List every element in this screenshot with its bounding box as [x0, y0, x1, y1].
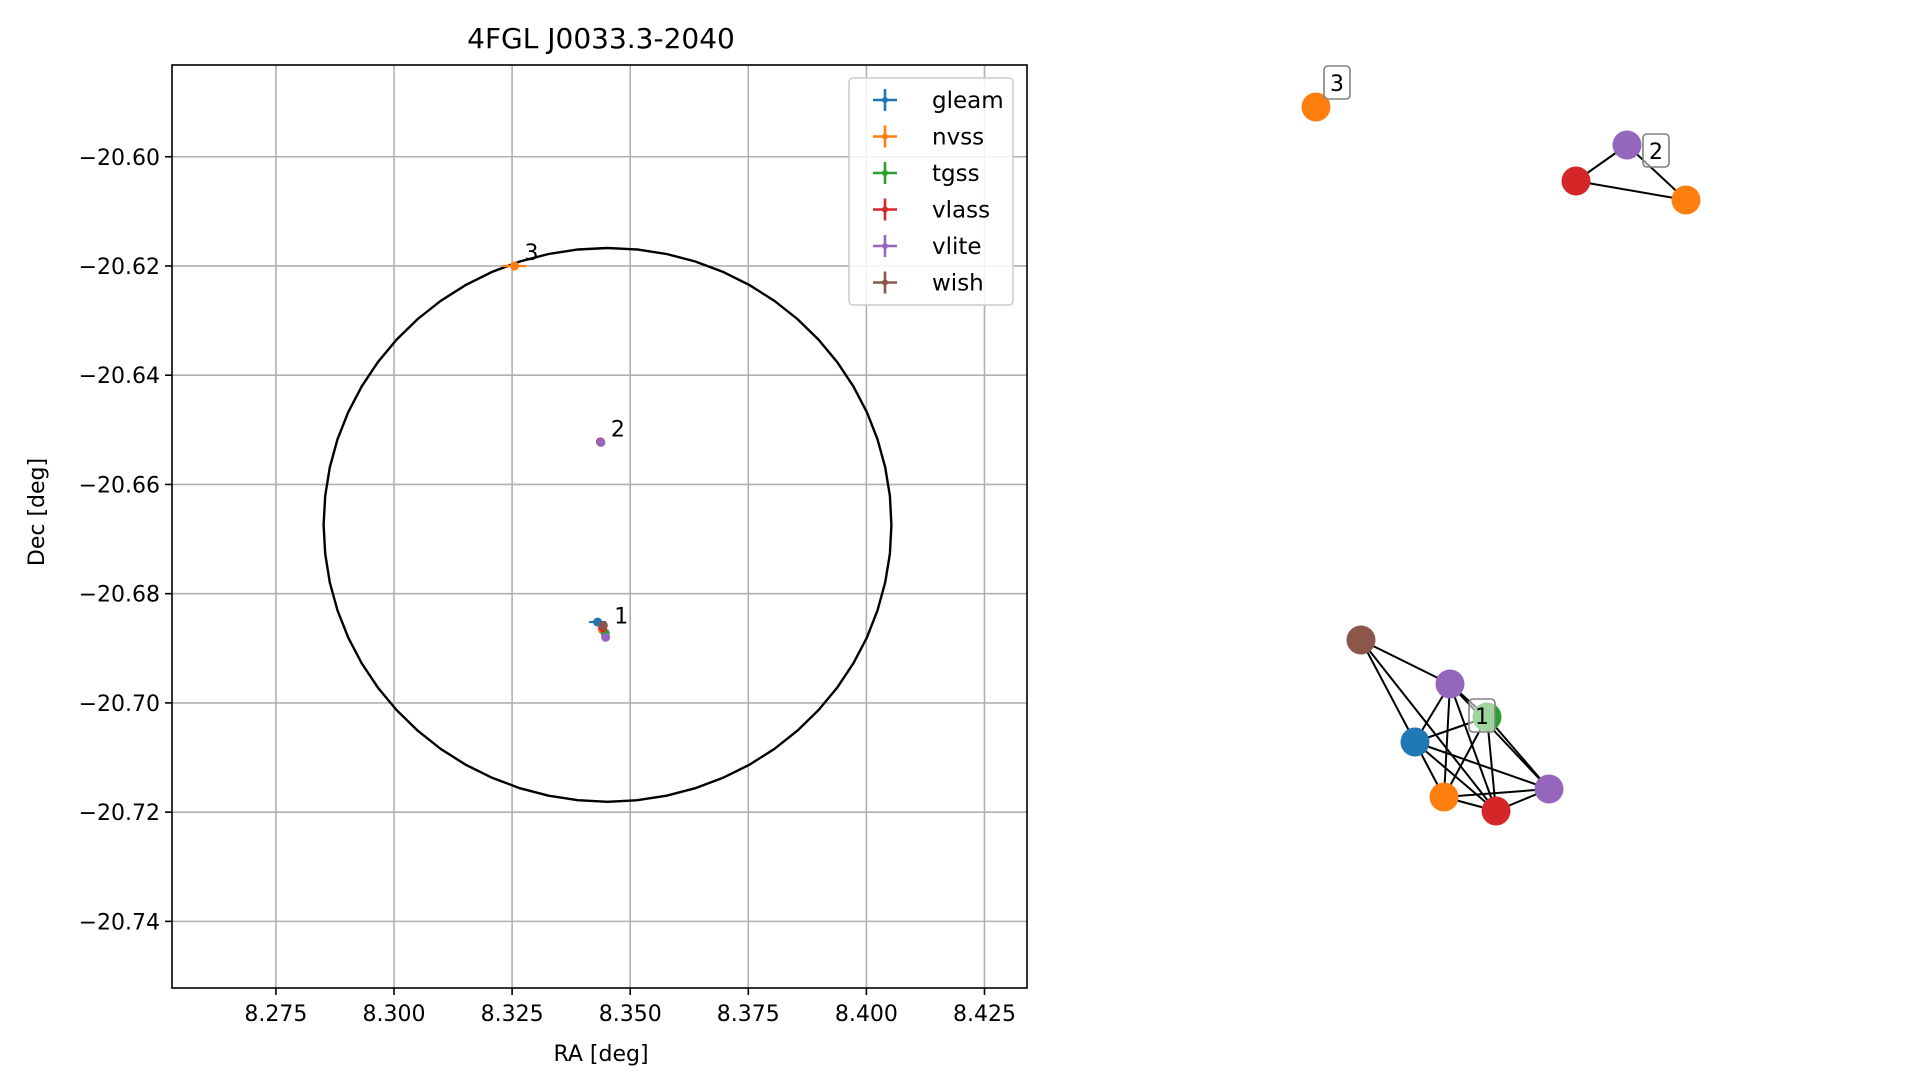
- network-node-nvss: [1429, 782, 1459, 812]
- error-ellipse-layer: [322, 246, 893, 804]
- annotation-1: 1: [614, 605, 628, 630]
- cluster-label: 1: [1475, 705, 1489, 730]
- x-axis-label: RA [deg]: [553, 1042, 648, 1067]
- x-tick-label: 8.275: [244, 1002, 307, 1027]
- point-vlite: [596, 437, 606, 447]
- cluster-label: 2: [1649, 140, 1663, 165]
- legend-marker-dot-vlass: [882, 206, 888, 213]
- y-tick-label: −20.68: [79, 583, 160, 608]
- y-tick-label: −20.70: [79, 692, 160, 717]
- network-edge: [1360, 639, 1451, 685]
- y-tick-label: −20.72: [79, 801, 160, 826]
- sky-position-chart: 321 8.275 8.300 8.325 8.350 8.375 8.400 8.425 …: [25, 22, 1028, 1067]
- network-node-nvss: [1301, 92, 1331, 122]
- error-ellipse: [322, 246, 893, 804]
- legend-marker-dot-gleam: [882, 97, 888, 103]
- x-axis-ticks: 8.275 8.300 8.325 8.350 8.375 8.400 8.425: [244, 988, 1016, 1027]
- y-tick-label: −20.62: [79, 255, 160, 280]
- point-vlite: [601, 632, 611, 642]
- grid-lines: [172, 65, 1027, 988]
- x-tick-label: 8.325: [481, 1002, 544, 1027]
- cluster-label: 3: [1330, 72, 1344, 97]
- point-annotations: 3 2 1: [524, 241, 628, 630]
- y-tick-label: −20.74: [79, 910, 160, 935]
- network-edge: [1443, 683, 1451, 798]
- y-axis-ticks: −20.60 −20.62 −20.64 −20.66 −20.68 −20.70 −20.…: [79, 146, 172, 935]
- chart-title: 4FGL J0033.3-2040: [467, 22, 735, 55]
- legend-marker-dot-tgss: [882, 170, 888, 176]
- legend-items: gleam nvss tgss vlass vlite wish: [873, 88, 1004, 297]
- cluster-label-box: [1468, 698, 1496, 733]
- y-axis-label: Dec [deg]: [25, 458, 50, 566]
- legend-label-vlite: vlite: [932, 234, 982, 260]
- x-tick-label: 8.350: [599, 1002, 662, 1027]
- data-points: [502, 261, 611, 642]
- network-node-vlite: [1435, 669, 1465, 699]
- y-tick-label: −20.64: [79, 364, 160, 389]
- y-tick-label: −20.60: [79, 146, 160, 171]
- point-nvss: [502, 261, 527, 271]
- legend-label-wish: wish: [932, 271, 984, 297]
- network-edge: [1449, 683, 1497, 812]
- x-tick-label: 8.375: [717, 1002, 780, 1027]
- network-edge: [1575, 180, 1687, 201]
- network-node-nvss: [1671, 185, 1701, 215]
- marker-vlite: [596, 437, 606, 447]
- network-edge: [1486, 716, 1550, 790]
- point-wish: [598, 620, 608, 630]
- legend-label-gleam: gleam: [932, 88, 1004, 114]
- cluster-label-box: [1323, 65, 1351, 100]
- x-tick-label: 8.300: [363, 1002, 426, 1027]
- cluster-label-box: [1642, 133, 1670, 168]
- legend-label-vlass: vlass: [932, 198, 990, 224]
- marker-vlite: [601, 632, 611, 642]
- x-tick-label: 8.425: [953, 1002, 1016, 1027]
- network-edge: [1449, 683, 1550, 790]
- y-tick-label: −20.66: [79, 473, 160, 498]
- network-node-gleam: [1400, 727, 1430, 757]
- network-edge: [1360, 639, 1416, 743]
- network-node-vlass: [1561, 166, 1591, 196]
- legend-label-nvss: nvss: [932, 125, 984, 151]
- axes-frame: [171, 64, 1028, 989]
- marker-wish: [598, 620, 608, 630]
- legend-label-tgss: tgss: [932, 161, 980, 187]
- legend-marker-dot-nvss: [882, 133, 888, 140]
- network-node-vlite: [1612, 130, 1642, 160]
- x-tick-label: 8.400: [835, 1002, 898, 1027]
- network-node-vlite: [1534, 774, 1564, 804]
- network-node-wish: [1346, 625, 1376, 655]
- network-edge: [1443, 788, 1550, 798]
- annotation-2: 2: [611, 417, 625, 442]
- network-edge: [1360, 639, 1497, 812]
- legend-box: [848, 77, 1014, 306]
- network-edge: [1414, 741, 1550, 790]
- network-edge: [1414, 741, 1497, 812]
- cluster-network-graph: 3 2 1: [1301, 65, 1701, 826]
- cluster-labels: 3 2 1: [1323, 65, 1670, 733]
- legend-marker-dot-wish: [882, 279, 888, 286]
- marker-nvss: [509, 261, 519, 271]
- legend-marker-dot-vlite: [882, 243, 888, 249]
- legend: gleam nvss tgss vlass vlite wish: [848, 77, 1014, 306]
- annotation-3: 3: [524, 241, 538, 266]
- network-node-vlass: [1481, 796, 1511, 826]
